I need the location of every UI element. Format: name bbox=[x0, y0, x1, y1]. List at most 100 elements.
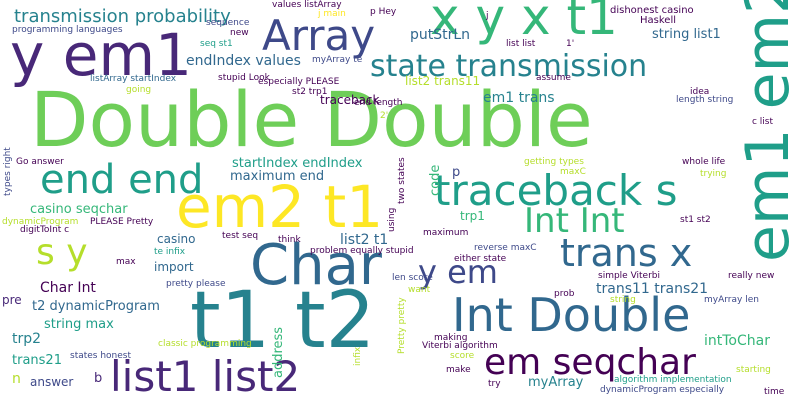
word-starting: starting bbox=[736, 365, 771, 375]
word-maximum-end: maximum end bbox=[230, 169, 325, 184]
word-transmission-probability: transmission probability bbox=[14, 6, 231, 27]
word-stupid-look: stupid Look bbox=[218, 73, 270, 83]
word-import: import bbox=[154, 260, 194, 274]
word-please-pretty: PLEASE Pretty bbox=[90, 217, 154, 227]
word-string-max: string max bbox=[44, 317, 114, 332]
word-answer: answer bbox=[30, 375, 74, 389]
word-really-new: really new bbox=[728, 271, 775, 281]
word-address: address bbox=[271, 326, 286, 378]
word-int-double: Int Double bbox=[452, 288, 691, 342]
word-listarray-startindex: listArray startIndex bbox=[90, 74, 177, 84]
word-dynamicprogram-especially: dynamicProgram especially bbox=[600, 385, 725, 395]
word-traceback-s: traceback s bbox=[434, 166, 678, 215]
word-maxc: maxC bbox=[560, 167, 586, 177]
word-traceback: traceback bbox=[320, 93, 380, 107]
word-making: making bbox=[434, 333, 468, 343]
word-casino: casino bbox=[157, 232, 196, 246]
word-char-int: Char Int bbox=[40, 280, 96, 296]
word-st1-st2: st1 st2 bbox=[680, 215, 711, 225]
word-b: b bbox=[94, 371, 103, 386]
word-em1-trans: em1 trans bbox=[483, 90, 555, 106]
word-seq-st1: seq st1 bbox=[200, 39, 233, 49]
word-j-main: j main bbox=[318, 9, 346, 19]
word-em-seqchar: em seqchar bbox=[484, 342, 696, 383]
word-te-infix: te infix bbox=[154, 247, 186, 257]
word-list-list: list list bbox=[506, 39, 536, 49]
word-p-hey: p Hey bbox=[370, 7, 397, 17]
word-assume: assume bbox=[536, 73, 571, 83]
word-s-y: s y bbox=[36, 232, 88, 273]
word-myarray: myArray bbox=[528, 375, 584, 390]
word-programming-languages: programming languages bbox=[12, 25, 123, 35]
word-using: using bbox=[387, 207, 397, 232]
word-test-seq: test seq bbox=[222, 231, 259, 241]
word-startindex-endindex: startIndex endIndex bbox=[232, 156, 363, 171]
word-list2-t1: list2 t1 bbox=[340, 232, 389, 248]
word-infix: infix bbox=[353, 346, 363, 366]
word-int-int: Int Int bbox=[524, 201, 625, 241]
word-want: want bbox=[408, 285, 431, 295]
word-dynamicprogram: dynamicProgram bbox=[2, 217, 79, 227]
word-algorithm-implementation: algorithm implementation bbox=[614, 375, 732, 385]
word-string-list1: string list1 bbox=[652, 27, 721, 42]
word-em2-t1: em2 t1 bbox=[176, 173, 384, 241]
word-trp1: trp1 bbox=[460, 209, 485, 223]
word-char: Char bbox=[250, 233, 382, 298]
word-time: time bbox=[764, 387, 785, 397]
word-code: code bbox=[428, 164, 443, 196]
word-idea: idea bbox=[690, 87, 710, 97]
word-list2-trans11: list2 trans11 bbox=[405, 74, 481, 88]
word-inttochar: intToChar bbox=[704, 333, 770, 349]
word-c-list: c list bbox=[752, 117, 774, 127]
word-digittoint-c: digitToInt c bbox=[20, 225, 70, 235]
word-trans11-trans21: trans11 trans21 bbox=[596, 281, 709, 297]
word-casino-seqchar: casino seqchar bbox=[30, 202, 128, 217]
word-pretty-please: pretty please bbox=[166, 279, 226, 289]
word-simple-viterbi: simple Viterbi bbox=[598, 271, 661, 281]
word-n: n bbox=[12, 371, 21, 387]
word-1-prime: 1' bbox=[566, 39, 575, 49]
word-end-end: end end bbox=[40, 157, 204, 203]
word-len-score: len score bbox=[392, 273, 433, 283]
word-endindex-values: endIndex values bbox=[186, 53, 301, 69]
word-putstrln: putStrLn bbox=[410, 27, 471, 43]
word-st2-trp1: st2 trp1 bbox=[292, 87, 328, 97]
word-x-y-x-t1: x y x t1 bbox=[430, 0, 618, 46]
word-double-double: Double Double bbox=[30, 75, 593, 164]
word-maximum: maximum bbox=[423, 228, 469, 238]
word-length-string: length string bbox=[676, 95, 734, 105]
word-max: max bbox=[116, 257, 136, 267]
word-2-prime: 2' bbox=[380, 111, 389, 121]
word-t1-t2: t1 t2 bbox=[190, 276, 376, 366]
word-states-honest: states honest bbox=[70, 351, 132, 361]
word-either-state: either state bbox=[454, 254, 507, 264]
word-whole-life: whole life bbox=[682, 157, 726, 167]
word-prob: prob bbox=[554, 289, 575, 299]
word-haskell: Haskell bbox=[640, 15, 677, 26]
word-especially-please: especially PLEASE bbox=[258, 77, 340, 87]
word-pre: pre bbox=[2, 293, 22, 307]
word-new: new bbox=[230, 28, 249, 38]
word-myarray-te: myArray te bbox=[312, 55, 363, 65]
word-problem-equally-stupid: problem equally stupid bbox=[310, 246, 414, 256]
word-array: Array bbox=[262, 11, 376, 60]
word-state-transmission: state transmission bbox=[370, 49, 648, 84]
word-trying: trying bbox=[700, 169, 727, 179]
word-dishonest-casino: dishonest casino bbox=[610, 5, 694, 16]
word-sequence: sequence bbox=[206, 18, 250, 28]
word-myarray-len: myArray len bbox=[704, 295, 759, 305]
word-trans-x: trans x bbox=[560, 231, 693, 275]
word-p: p bbox=[452, 165, 461, 180]
word-em1-em2: em1 em2 bbox=[733, 0, 800, 262]
word-j: j bbox=[486, 11, 489, 21]
word-think: think bbox=[278, 235, 301, 245]
word-go-answer: Go answer bbox=[16, 157, 64, 167]
word-t2-dynamicprogram: t2 dynamicProgram bbox=[32, 299, 160, 314]
word-score: score bbox=[450, 351, 475, 361]
word-end-length: end length bbox=[354, 98, 403, 108]
word-viterbi-algorithm: Viterbi algorithm bbox=[422, 341, 498, 351]
word-trp2: trp2 bbox=[12, 331, 42, 347]
word-trans21: trans21 bbox=[12, 353, 62, 368]
word-list1-list2: list1 list2 bbox=[110, 352, 301, 400]
word-y-em1: y em1 bbox=[10, 21, 192, 89]
